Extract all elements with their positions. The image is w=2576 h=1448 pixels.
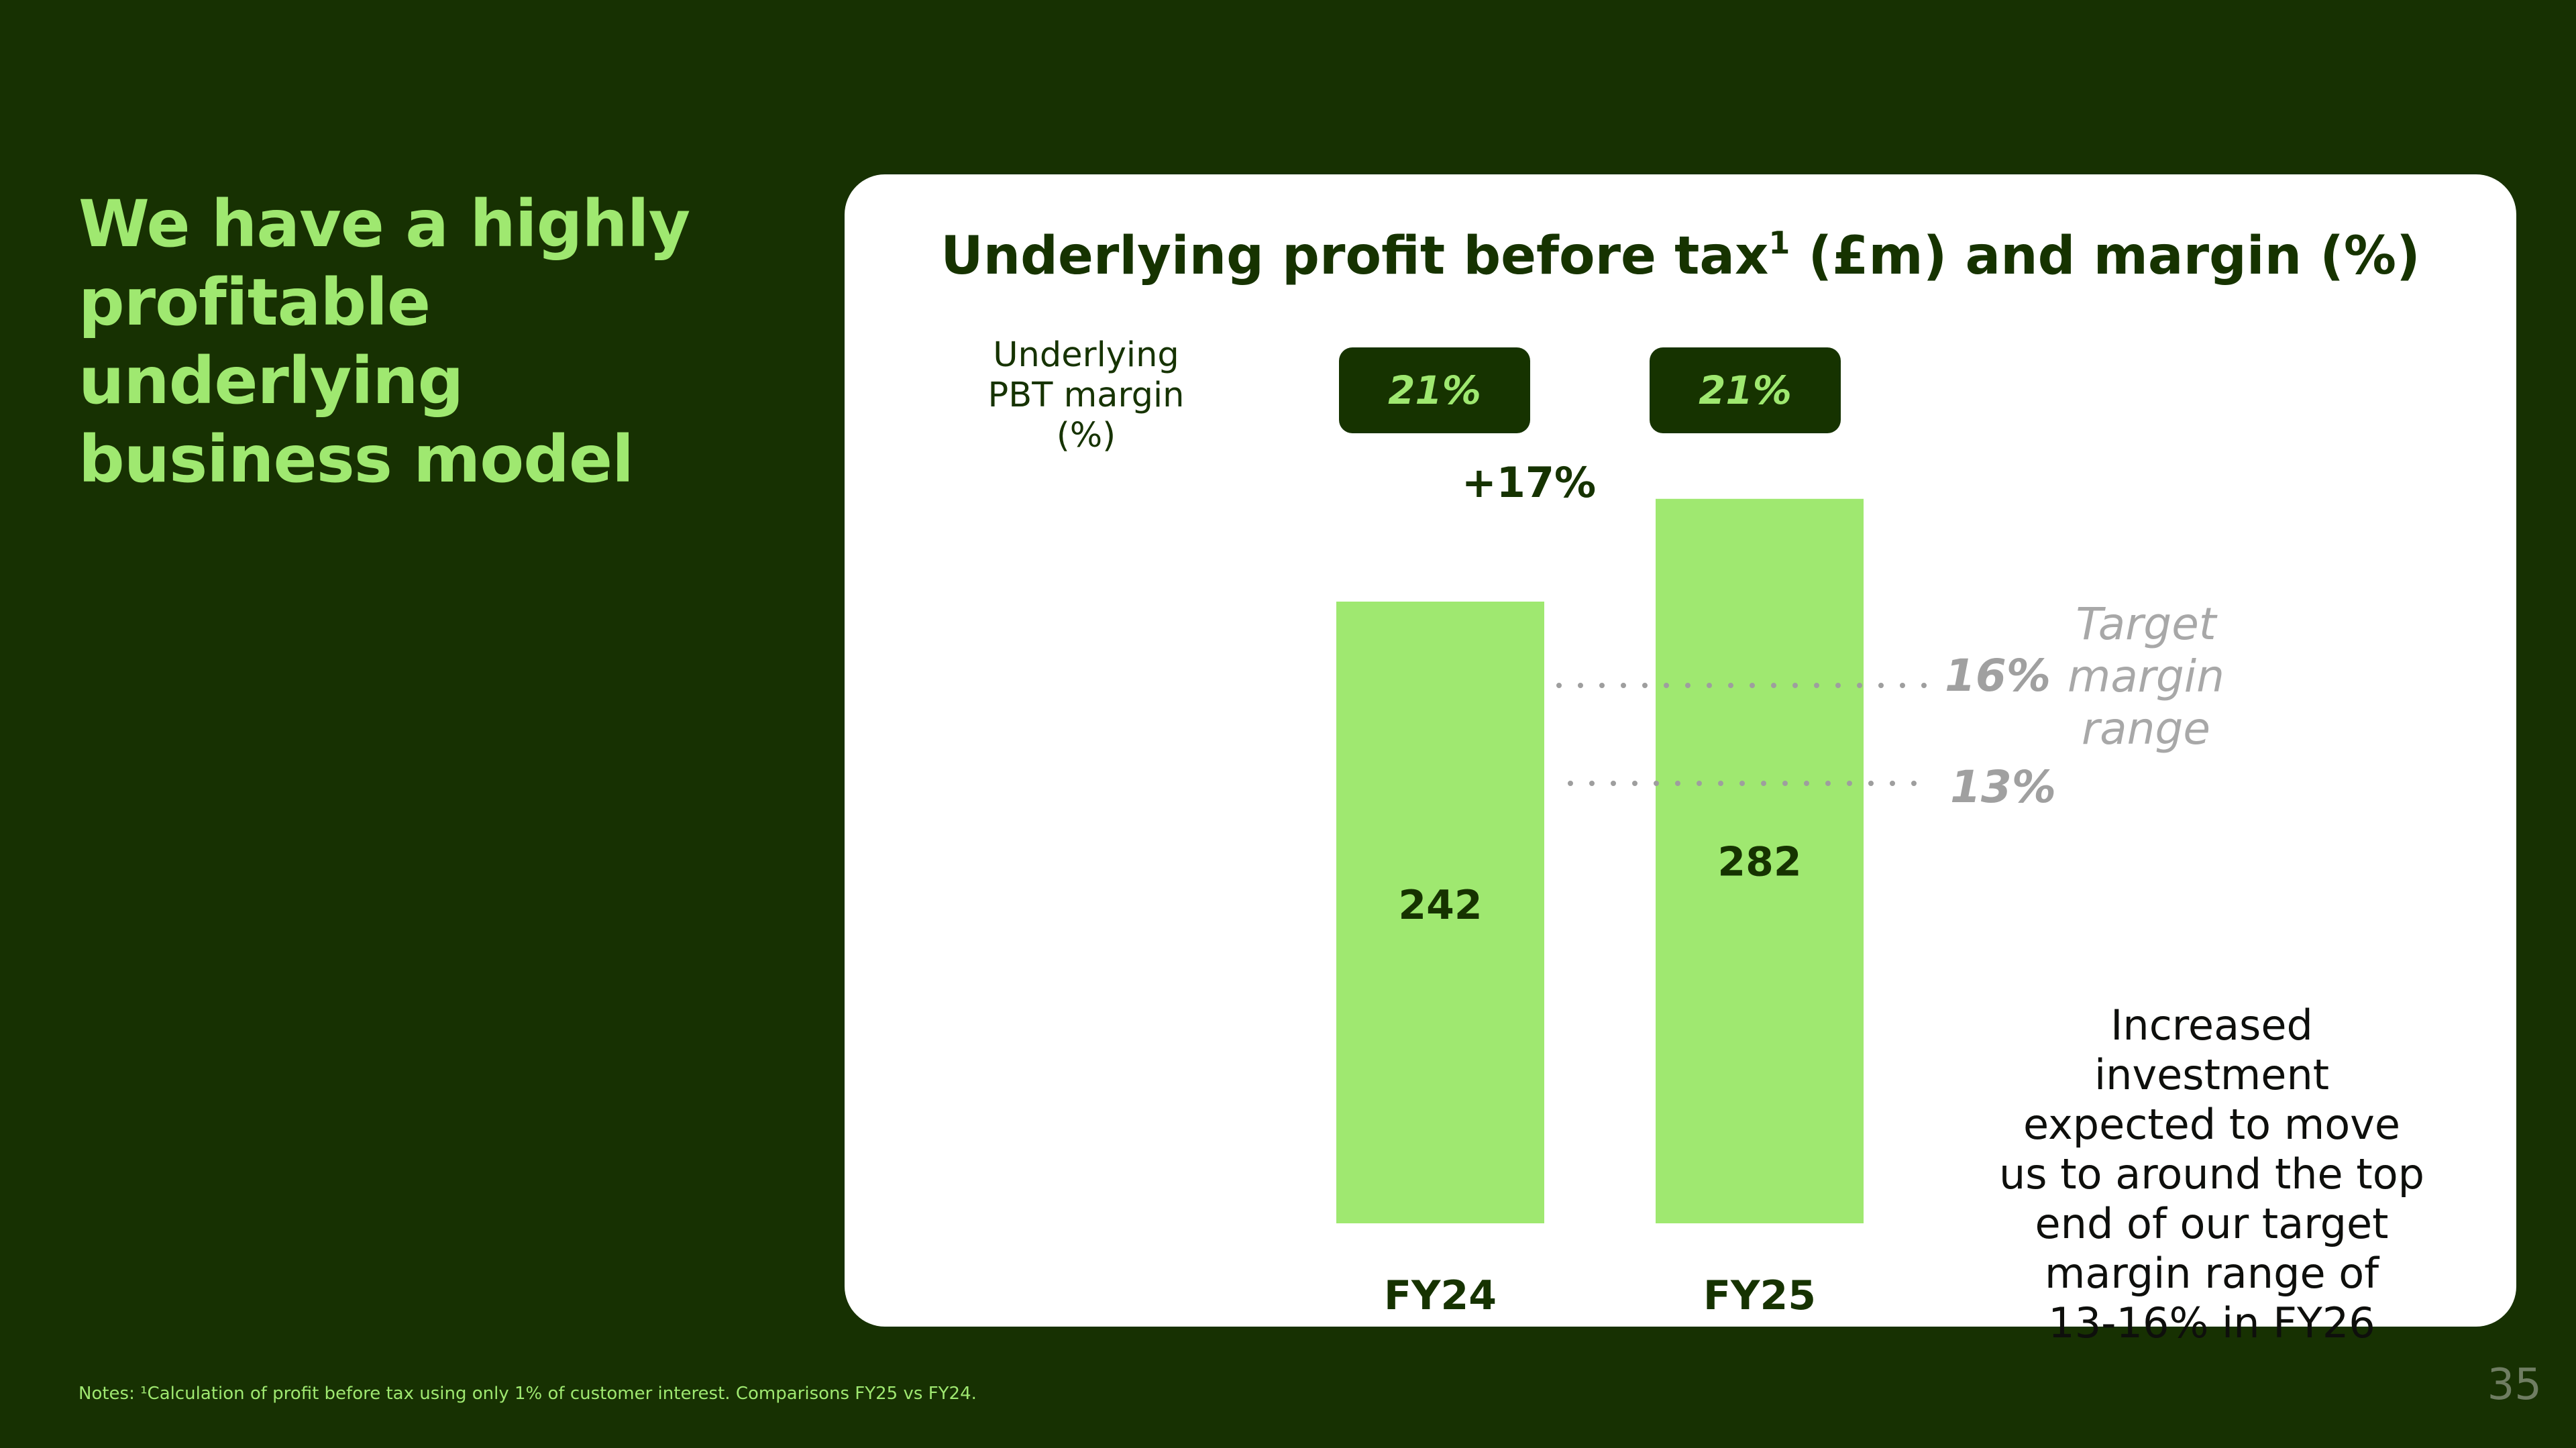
note-line-5: end of our target: [2035, 1199, 2389, 1248]
headline-line-1: We have a highly: [78, 186, 690, 262]
chart-title: Underlying profit before tax1 (£m) and m…: [845, 209, 2516, 290]
category-label-fy25: FY25: [1703, 1272, 1816, 1319]
chart-title-suffix: (£m) and margin (%): [1790, 226, 2420, 286]
target-caption-line-1: Target: [2076, 598, 2216, 650]
note-line-4: us to around the top: [1998, 1150, 2425, 1199]
margin-row-label: Underlying PBT margin (%): [985, 335, 1187, 456]
bars-group: 242 FY24 282 FY25: [1336, 498, 1864, 1319]
growth-label: +17%: [1461, 458, 1597, 507]
reference-label-13: 13%: [1950, 761, 2056, 813]
margin-row-label-line-1: Underlying: [993, 335, 1179, 375]
margin-pill-fy24: 21%: [1339, 347, 1530, 433]
bar-chart: 242 FY24 282 FY25: [1336, 498, 1935, 1319]
reference-label-16: 16%: [1945, 650, 2051, 702]
note-line-7: 13-16% in FY26: [2048, 1298, 2375, 1347]
chart-title-main: Underlying profit before tax: [941, 226, 1769, 286]
margin-pill-fy25: 21%: [1650, 347, 1841, 433]
note-line-2: investment: [2094, 1050, 2330, 1099]
category-label-fy24: FY24: [1384, 1272, 1497, 1319]
target-caption-line-2: margin: [2068, 651, 2224, 702]
headline-line-3: business model: [78, 422, 634, 497]
margin-row-label-line-2: PBT margin: [987, 376, 1185, 415]
bar-value-fy24: 242: [1398, 882, 1482, 929]
target-caption-line-3: range: [2082, 703, 2210, 755]
target-margin-caption: Target margin range: [2059, 598, 2233, 755]
footnote: Notes: ¹Calculation of profit before tax…: [78, 1384, 977, 1404]
bar-value-fy25: 282: [1717, 838, 1801, 885]
headline: We have a highly profitable underlying b…: [78, 185, 783, 499]
chart-title-superscript: 1: [1768, 225, 1790, 261]
margin-row-label-line-3: (%): [1056, 416, 1116, 455]
investment-note: Increased investment expected to move us…: [1980, 1001, 2443, 1348]
bar-fy25: [1656, 498, 1864, 1223]
bar-fy24: [1336, 602, 1544, 1223]
chart-card: Underlying profit before tax1 (£m) and m…: [845, 174, 2516, 1347]
note-line-3: expected to move: [2023, 1100, 2400, 1149]
page-number: 35: [2487, 1360, 2542, 1410]
headline-line-2: profitable underlying: [78, 265, 464, 419]
note-line-1: Increased: [2110, 1001, 2313, 1050]
note-line-6: margin range of: [2044, 1249, 2379, 1298]
